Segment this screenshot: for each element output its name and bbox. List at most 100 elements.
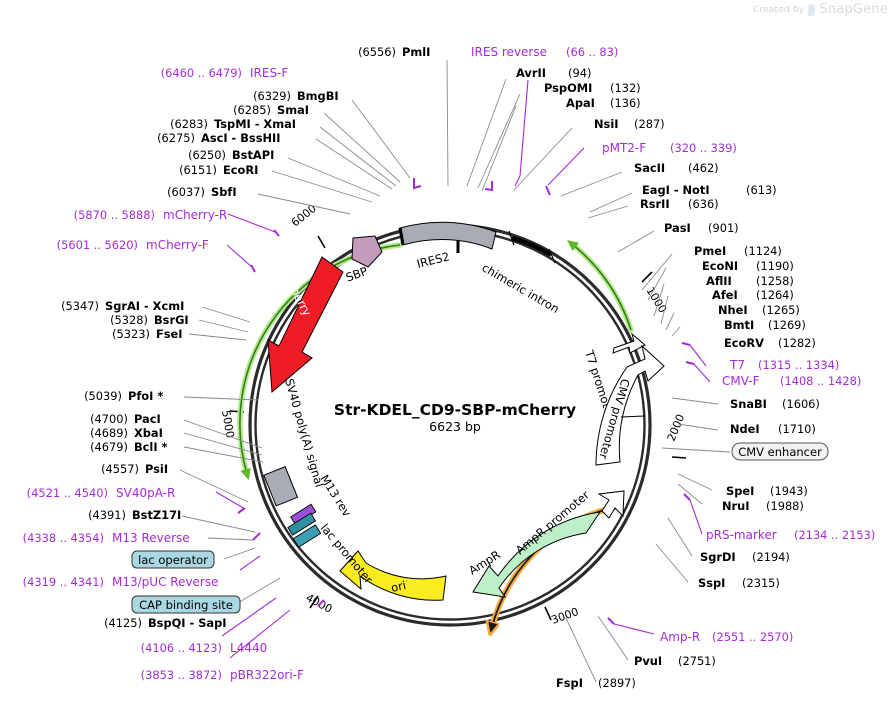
enzyme-label[interactable]: (4125) BspQI - SapI — [104, 616, 226, 630]
primer-label[interactable]: (4338 .. 4354) M13 Reverse — [23, 531, 190, 545]
primer-range: (4338 .. 4354) — [23, 531, 104, 545]
enzyme-label[interactable]: FspI (2897) — [556, 676, 636, 690]
enzyme-label[interactable]: PvuI (2751) — [634, 654, 716, 668]
enzyme-pos: (5328) — [110, 313, 148, 327]
enzyme-name: SspI — [698, 576, 725, 590]
enzyme-label[interactable]: (6275) AscI - BssHII — [157, 131, 280, 145]
plasmid-name: Str-KDEL_CD9-SBP-mCherry — [334, 401, 576, 419]
enzyme-name: BstAPI — [232, 148, 274, 162]
enzyme-label[interactable]: AvrII (94) — [516, 66, 591, 80]
primer-range: (2134 .. 2153) — [794, 528, 875, 542]
enzyme-label[interactable]: (6151) EcoRI — [179, 163, 258, 177]
enzyme-label[interactable]: NsiI (287) — [594, 117, 665, 131]
small-feature-boxes[interactable] — [287, 503, 322, 548]
enzyme-pos: (6329) — [253, 89, 291, 103]
enzyme-label[interactable]: BmtI (1269) — [724, 318, 806, 332]
enzyme-label[interactable]: EcoNI (1190) — [702, 259, 794, 273]
feature-label-cap-binding-site: CAP binding site — [139, 598, 233, 612]
enzyme-label[interactable]: (5347) SgrAI - XcmI — [61, 299, 184, 313]
enzyme-label[interactable]: (6556) PmlI — [358, 45, 430, 59]
enzyme-label[interactable]: (5323) FseI — [112, 327, 182, 341]
enzyme-label[interactable]: AflII (1258) — [706, 274, 794, 288]
boxed-label-lac-operator[interactable]: lac operator — [131, 550, 215, 569]
feature-cmv-promoter[interactable]: CMV promoter — [595, 344, 665, 466]
watermark-brand: SnapGene — [819, 2, 888, 17]
feature-sv40-polya[interactable]: SV40 poly(A) signal — [263, 377, 327, 507]
primer-label[interactable]: Amp-R (2551 .. 2570) — [660, 630, 793, 644]
enzyme-pos: (4679) — [90, 440, 128, 454]
enzyme-pos: (1988) — [766, 499, 804, 513]
primer-label[interactable]: T7 (1315 .. 1334) — [729, 358, 839, 372]
enzyme-name: EcoRV — [724, 336, 764, 350]
primer-label[interactable]: (4521 .. 4540) SV40pA-R — [27, 486, 176, 500]
primer-label[interactable]: (4319 .. 4341) M13/pUC Reverse — [23, 575, 219, 589]
enzyme-label[interactable]: EcoRV (1282) — [724, 336, 816, 350]
enzyme-name: SmaI — [277, 103, 309, 117]
enzyme-label[interactable]: (4557) PsiI — [101, 462, 168, 476]
enzyme-label[interactable]: PmeI (1124) — [694, 244, 782, 258]
enzyme-name: EcoNI — [702, 259, 738, 273]
enzyme-name: PvuI — [634, 654, 662, 668]
enzyme-label[interactable]: SacII (462) — [634, 161, 719, 175]
primer-label[interactable]: (3853 .. 3872) pBR322ori-F — [141, 668, 304, 682]
enzyme-label[interactable]: NdeI (1710) — [730, 422, 816, 436]
enzyme-label[interactable]: PasI (901) — [664, 221, 739, 235]
enzyme-label[interactable]: (6037) SbfI — [167, 185, 236, 199]
enzyme-name: BspQI - SapI — [148, 616, 226, 630]
enzyme-pos: (6285) — [233, 103, 271, 117]
primer-range: (6460 .. 6479) — [161, 66, 242, 80]
enzyme-label[interactable]: (6329) BmgBI — [253, 89, 339, 103]
enzyme-pos: (1258) — [756, 274, 794, 288]
enzyme-name: PfoI * — [128, 389, 163, 403]
enzyme-label[interactable]: (4689) XbaI — [90, 426, 163, 440]
enzyme-label[interactable]: EagI - NotI (613) — [642, 183, 777, 197]
feature-ires2[interactable]: IRES2 — [398, 221, 497, 271]
enzyme-label[interactable]: SspI (2315) — [698, 576, 780, 590]
enzyme-pos: (5347) — [61, 299, 99, 313]
primer-label[interactable]: (5870 .. 5888) mCherry-R — [74, 208, 228, 222]
enzyme-name: BsrGI — [154, 313, 189, 327]
feature-ori[interactable]: ori — [339, 550, 447, 601]
tick-label-4000: 4000 — [304, 591, 335, 616]
primer-label[interactable]: (4106 .. 4123) L4440 — [141, 641, 268, 655]
enzyme-label[interactable]: (4391) BstZ17I — [88, 508, 181, 522]
primer-name: mCherry-F — [146, 238, 209, 252]
enzyme-pos: (4700) — [90, 412, 128, 426]
tick-label-5000: 5000 — [219, 409, 237, 439]
enzyme-label[interactable]: (6285) SmaI — [233, 103, 309, 117]
enzyme-label[interactable]: SnaBI (1606) — [730, 397, 820, 411]
enzyme-label[interactable]: PspOMI (132) — [544, 81, 641, 95]
snapgene-logo-icon — [808, 3, 816, 16]
primer-range: (1315 .. 1334) — [758, 358, 839, 372]
enzyme-label[interactable]: AfeI (1264) — [712, 288, 794, 302]
primer-label[interactable]: pRS-marker (2134 .. 2153) — [706, 528, 875, 542]
enzyme-label[interactable]: (5039) PfoI * — [84, 389, 163, 403]
enzyme-name: NheI — [718, 303, 748, 317]
enzyme-name: SpeI — [726, 484, 754, 498]
feature-mcherry[interactable]: mCherry — [267, 256, 344, 394]
enzyme-label[interactable]: (6283) TspMI - XmaI — [170, 117, 296, 131]
primer-label[interactable]: (6460 .. 6479) IRES-F — [161, 66, 289, 80]
boxed-label-cap-binding-site[interactable]: CAP binding site — [131, 595, 241, 614]
primer-label[interactable]: (5601 .. 5620) mCherry-F — [57, 238, 209, 252]
enzyme-label[interactable]: SgrDI (2194) — [700, 550, 790, 564]
enzyme-pos: (1282) — [778, 336, 816, 350]
enzyme-pos: (1265) — [762, 303, 800, 317]
primer-label[interactable]: pMT2-F (320 .. 339) — [602, 141, 737, 155]
enzyme-label[interactable]: RsrII (636) — [640, 197, 719, 211]
primer-label[interactable]: IRES reverse (66 .. 83) — [471, 45, 618, 59]
enzyme-label[interactable]: ApaI (136) — [566, 96, 641, 110]
enzyme-label[interactable]: (5328) BsrGI — [110, 313, 189, 327]
enzyme-label[interactable]: NruI (1988) — [722, 499, 804, 513]
enzyme-pos: (287) — [634, 117, 665, 131]
primer-label[interactable]: CMV-F (1408 .. 1428) — [722, 374, 861, 388]
enzyme-label[interactable]: NheI (1265) — [718, 303, 800, 317]
boxed-label-cmv-enhancer[interactable]: CMV enhancer — [731, 442, 829, 461]
primer-name: pRS-marker — [706, 528, 777, 542]
enzyme-label[interactable]: SpeI (1943) — [726, 484, 808, 498]
enzyme-label[interactable]: (4679) BclI * — [90, 440, 167, 454]
enzyme-label[interactable]: (4700) PacI — [90, 412, 161, 426]
enzyme-label[interactable]: (6250) BstAPI — [188, 148, 274, 162]
enzyme-pos: (6037) — [167, 185, 205, 199]
